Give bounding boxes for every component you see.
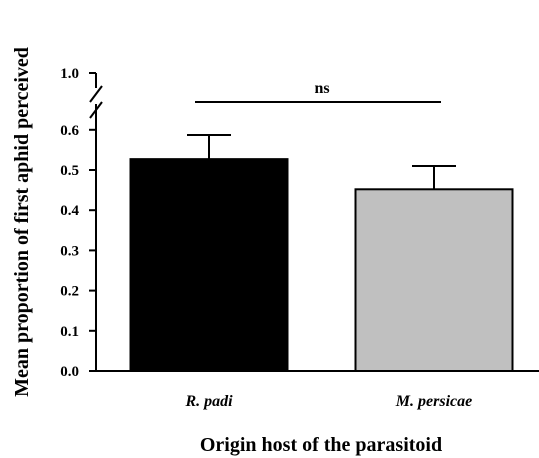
bar — [354, 188, 514, 372]
x-tick-label: M. persicae — [395, 393, 472, 410]
axis-break-mark — [89, 101, 103, 119]
y-tick-label: 0.4 — [60, 203, 79, 219]
significance-annotation: ns — [195, 80, 441, 103]
x-axis-title: Origin host of the parasitoid — [200, 434, 442, 456]
error-bars — [187, 134, 456, 190]
significance-label: ns — [314, 80, 329, 97]
axis-break-mark — [89, 85, 103, 103]
y-axis-title: Mean proportion of first aphid perceived — [11, 47, 33, 397]
y-tick-label: 0.6 — [60, 123, 79, 139]
y-tick-label: 0.3 — [60, 243, 79, 259]
y-tick-label: 0.5 — [60, 163, 79, 179]
x-tick-label: R. padi — [184, 393, 233, 410]
y-tick-label: 0.1 — [60, 324, 79, 340]
bar — [129, 158, 289, 372]
x-tick-labels: R. padi M. persicae — [184, 393, 472, 410]
y-tick-label: 0.0 — [60, 364, 79, 380]
y-tick-label: 1.0 — [60, 66, 79, 82]
y-ticks: 0.0 0.1 0.2 0.3 0.4 0.5 0.6 1.0 — [60, 66, 96, 380]
bars — [129, 158, 514, 372]
y-tick-label: 0.2 — [60, 284, 79, 300]
